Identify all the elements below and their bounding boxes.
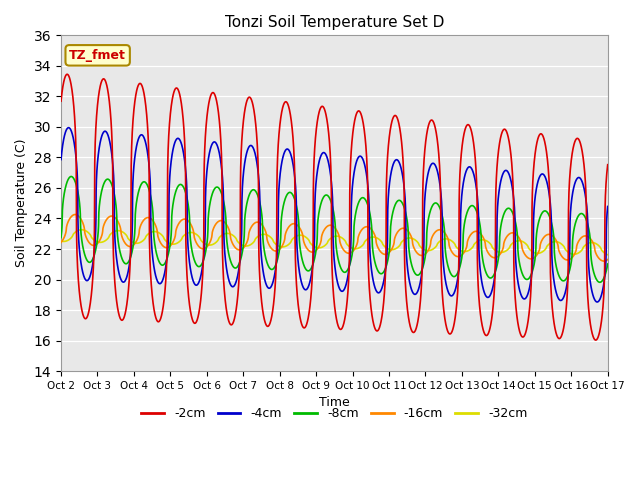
X-axis label: Time: Time bbox=[319, 396, 349, 409]
Title: Tonzi Soil Temperature Set D: Tonzi Soil Temperature Set D bbox=[225, 15, 444, 30]
Y-axis label: Soil Temperature (C): Soil Temperature (C) bbox=[15, 139, 28, 267]
Text: TZ_fmet: TZ_fmet bbox=[69, 49, 126, 62]
Legend: -2cm, -4cm, -8cm, -16cm, -32cm: -2cm, -4cm, -8cm, -16cm, -32cm bbox=[136, 402, 532, 425]
